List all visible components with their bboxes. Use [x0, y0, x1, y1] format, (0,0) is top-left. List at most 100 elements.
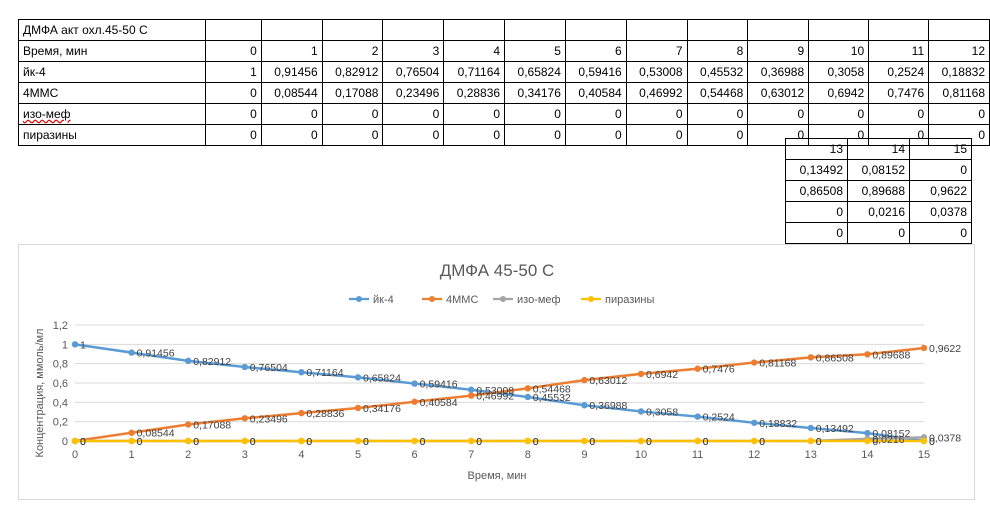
table-cell[interactable]	[382, 19, 445, 41]
table-cell[interactable]: 0	[909, 222, 972, 244]
data-point[interactable]	[411, 380, 418, 387]
table-cell[interactable]: 0	[321, 124, 384, 146]
table-cell[interactable]: 0	[204, 82, 262, 104]
table-cell[interactable]: 0,89688	[847, 180, 910, 202]
data-point[interactable]	[920, 344, 928, 352]
table-cell[interactable]	[504, 19, 566, 41]
table-cell[interactable]: 0,45532	[686, 61, 749, 83]
data-point[interactable]	[864, 437, 871, 445]
table-cell[interactable]	[564, 19, 627, 41]
data-point[interactable]	[920, 437, 928, 445]
table-cell[interactable]: 0	[686, 103, 749, 125]
row-label-cell[interactable]: 4ММС	[18, 82, 206, 104]
table-cell[interactable]: 0,46992	[625, 82, 688, 104]
table-cell[interactable]	[808, 19, 870, 41]
table-cell[interactable]: 0,17088	[321, 82, 384, 104]
data-point[interactable]	[751, 437, 758, 445]
table-cell[interactable]: 5	[504, 40, 566, 62]
legend-item[interactable]: пиразины	[581, 294, 654, 306]
table-cell[interactable]: 12	[928, 40, 990, 62]
table-cell[interactable]: 0	[785, 222, 848, 244]
table-cell[interactable]: 0,2524	[868, 61, 930, 83]
data-point[interactable]	[524, 385, 531, 392]
table-cell[interactable]: 0,63012	[747, 82, 810, 104]
table-cell[interactable]: 0,59416	[564, 61, 627, 83]
table-cell[interactable]: 14	[847, 138, 910, 160]
data-point[interactable]	[637, 370, 645, 378]
table-cell[interactable]: 0,91456	[260, 61, 323, 83]
table-cell[interactable]: 0	[204, 124, 262, 146]
table-cell[interactable]: 0	[443, 124, 506, 146]
table-cell[interactable]: 0	[260, 124, 323, 146]
table-cell[interactable]: 0,18832	[928, 61, 990, 83]
table-cell[interactable]: 0,86508	[785, 180, 848, 202]
table-cell[interactable]: 0,9622	[909, 180, 972, 202]
data-point[interactable]	[807, 424, 814, 432]
data-point[interactable]	[298, 437, 305, 445]
data-point[interactable]	[807, 437, 814, 445]
data-point[interactable]	[411, 398, 418, 405]
data-point[interactable]	[298, 369, 305, 376]
table-cell[interactable]: 0,23496	[382, 82, 445, 104]
data-point[interactable]	[581, 402, 588, 409]
table-cell[interactable]: 0,82912	[321, 61, 384, 83]
data-point[interactable]	[128, 349, 135, 356]
table-cell[interactable]: 0,0378	[909, 201, 972, 223]
data-point[interactable]	[354, 404, 362, 412]
row-label-cell[interactable]: пиразины	[18, 124, 206, 146]
table-cell[interactable]: 0	[443, 103, 506, 125]
data-point[interactable]	[241, 363, 248, 371]
table-cell[interactable]: 3	[382, 40, 445, 62]
table-cell[interactable]	[625, 19, 688, 41]
table-cell[interactable]: 9	[747, 40, 810, 62]
table-cell[interactable]: 0,7476	[868, 82, 930, 104]
table-cell[interactable]: 0	[686, 124, 749, 146]
table-cell[interactable]: 4	[443, 40, 506, 62]
table-cell[interactable]: 15	[909, 138, 972, 160]
table-cell[interactable]: 0,08544	[260, 82, 323, 104]
row-label-cell[interactable]: изо-меф	[18, 103, 206, 125]
table-cell[interactable]: 0	[868, 103, 930, 125]
table-cell[interactable]: 13	[785, 138, 848, 160]
table-cell[interactable]: 11	[868, 40, 930, 62]
row-label-cell[interactable]: Время, мин	[18, 40, 206, 62]
table-cell[interactable]: 8	[686, 40, 749, 62]
table-cell[interactable]: 0	[785, 201, 848, 223]
table-cell[interactable]: 0	[808, 103, 870, 125]
table-cell[interactable]	[928, 19, 990, 41]
table-cell[interactable]: 0	[847, 222, 910, 244]
data-point[interactable]	[524, 393, 531, 401]
data-point[interactable]	[468, 386, 475, 393]
table-cell[interactable]: 0	[564, 103, 627, 125]
data-point[interactable]	[807, 354, 814, 361]
data-point[interactable]	[694, 365, 701, 372]
table-cell[interactable]: 0,54468	[686, 82, 749, 104]
data-point[interactable]	[581, 376, 588, 384]
table-cell[interactable]: 0	[909, 159, 972, 181]
table-cell[interactable]: 0,6942	[808, 82, 870, 104]
table-title-cell[interactable]: ДМФА акт охл.45-50 С	[18, 19, 206, 41]
table-cell[interactable]: 0,0216	[847, 201, 910, 223]
series-line[interactable]	[74, 346, 925, 443]
data-point[interactable]	[185, 421, 192, 428]
table-cell[interactable]: 0	[382, 124, 445, 146]
table-cell[interactable]: 0,36988	[747, 61, 810, 83]
data-point[interactable]	[694, 437, 701, 445]
data-point[interactable]	[185, 357, 192, 365]
data-point[interactable]	[637, 408, 645, 415]
data-point[interactable]	[71, 341, 79, 348]
data-point[interactable]	[241, 415, 248, 422]
table-cell[interactable]: 1	[204, 61, 262, 83]
data-point[interactable]	[694, 413, 701, 420]
table-cell[interactable]: 0	[321, 103, 384, 125]
legend-item[interactable]: 4ММС	[422, 294, 478, 306]
table-cell[interactable]: 0,13492	[785, 159, 848, 181]
table-cell[interactable]	[747, 19, 810, 41]
data-point[interactable]	[468, 392, 475, 399]
table-cell[interactable]: 7	[625, 40, 688, 62]
table-cell[interactable]: 0	[928, 103, 990, 125]
data-point[interactable]	[864, 351, 871, 358]
table-cell[interactable]	[260, 19, 323, 41]
table-cell[interactable]: 0	[564, 124, 627, 146]
table-cell[interactable]: 1	[260, 40, 323, 62]
